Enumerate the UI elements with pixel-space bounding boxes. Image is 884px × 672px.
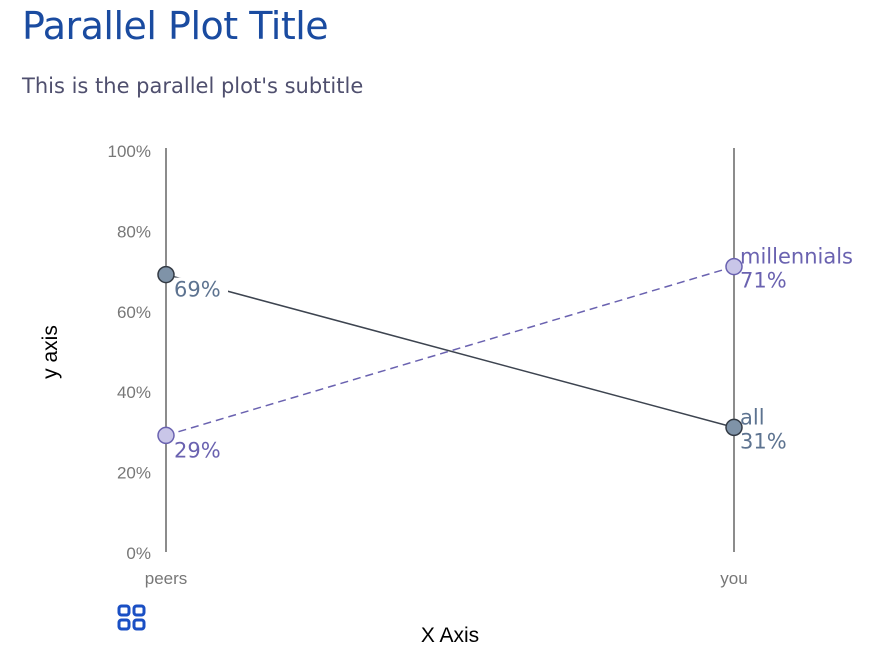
series-line-millennials <box>165 265 735 437</box>
series-name-label: millennials <box>740 245 853 269</box>
series-line-all <box>165 273 735 429</box>
data-label-background <box>174 277 228 300</box>
grid-icon[interactable] <box>117 604 147 632</box>
x-tick-label: peers <box>145 569 188 588</box>
y-tick-label: 0% <box>126 544 151 563</box>
y-tick-label: 80% <box>117 222 151 241</box>
data-point-millennials <box>157 426 175 445</box>
y-tick-label: 40% <box>117 383 151 402</box>
data-point-all <box>157 265 175 284</box>
page-title: Parallel Plot Title <box>22 4 329 48</box>
data-point-all <box>725 418 743 437</box>
data-label: 31% <box>740 429 787 453</box>
data-label: 69% <box>174 278 221 302</box>
x-tick-label: you <box>720 569 747 588</box>
data-point-millennials <box>725 257 743 276</box>
data-label: 29% <box>174 438 221 462</box>
series-name-label: all <box>740 405 765 429</box>
page-subtitle: This is the parallel plot's subtitle <box>22 74 364 98</box>
data-label-background <box>174 438 228 461</box>
y-tick-label: 20% <box>117 464 151 483</box>
y-axis-label: y axis <box>39 325 62 379</box>
data-label: 71% <box>740 269 787 293</box>
x-axis-label: X Axis <box>421 624 479 647</box>
y-tick-label: 100% <box>108 142 151 161</box>
y-tick-label: 60% <box>117 303 151 322</box>
